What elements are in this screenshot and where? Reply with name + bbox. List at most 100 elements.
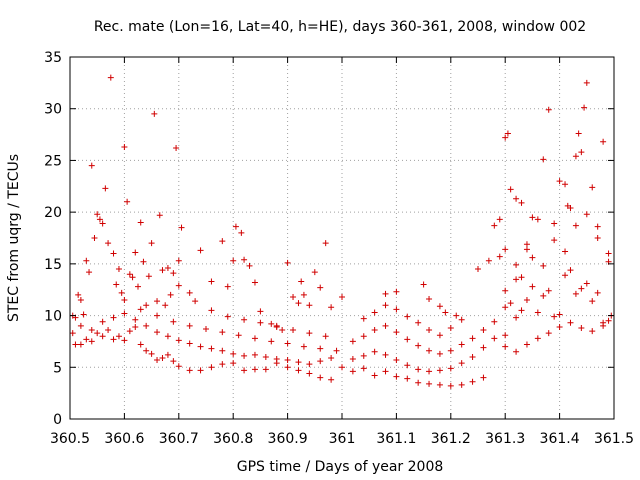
data-point xyxy=(426,368,433,375)
data-point xyxy=(235,332,242,339)
data-point xyxy=(458,381,465,388)
data-point xyxy=(502,332,509,339)
data-point xyxy=(219,347,226,354)
data-point xyxy=(436,332,443,339)
data-point xyxy=(124,198,131,205)
data-point xyxy=(143,347,150,354)
data-point xyxy=(113,281,120,288)
data-point xyxy=(540,156,547,163)
data-point xyxy=(224,313,231,320)
data-point xyxy=(298,278,305,285)
data-point xyxy=(436,303,443,310)
data-point xyxy=(349,356,356,363)
data-point xyxy=(589,328,596,335)
y-tick-label: 35 xyxy=(44,50,62,66)
data-point xyxy=(339,364,345,371)
data-point xyxy=(262,353,269,360)
data-point xyxy=(145,273,152,280)
data-point xyxy=(83,336,90,343)
data-point xyxy=(306,370,313,377)
data-point xyxy=(94,211,101,218)
data-point xyxy=(426,327,433,334)
data-point xyxy=(600,138,607,145)
data-point xyxy=(485,257,492,264)
data-point xyxy=(86,269,93,276)
data-point xyxy=(186,340,193,347)
data-point xyxy=(589,184,596,191)
data-point xyxy=(436,381,443,388)
data-point xyxy=(442,309,449,316)
data-point xyxy=(88,327,95,334)
data-point xyxy=(480,344,487,351)
data-point xyxy=(371,309,378,316)
data-point xyxy=(328,376,335,383)
data-point xyxy=(132,316,139,323)
data-point xyxy=(170,358,177,365)
data-point xyxy=(518,274,525,281)
data-point xyxy=(268,320,275,327)
data-point xyxy=(137,341,144,348)
data-point xyxy=(151,110,158,117)
y-tick-label: 15 xyxy=(44,257,62,273)
x-tick-label: 361.4 xyxy=(540,431,580,447)
data-point xyxy=(426,296,433,303)
data-point xyxy=(333,347,340,354)
data-point xyxy=(148,240,155,247)
data-point xyxy=(349,368,356,375)
data-point xyxy=(404,336,411,343)
data-point xyxy=(382,290,389,297)
data-point xyxy=(469,335,476,342)
data-point xyxy=(208,345,215,352)
data-point xyxy=(567,205,574,212)
data-point xyxy=(436,367,443,374)
data-point xyxy=(551,313,558,320)
data-point xyxy=(203,326,209,333)
data-point xyxy=(556,178,563,185)
data-point xyxy=(371,327,378,334)
data-point xyxy=(496,253,503,260)
data-point xyxy=(154,298,161,305)
data-point xyxy=(164,264,171,271)
data-point xyxy=(154,357,161,364)
data-point xyxy=(382,351,389,358)
data-point xyxy=(197,367,204,374)
data-point xyxy=(518,199,525,206)
data-point xyxy=(572,153,579,160)
data-point xyxy=(295,300,302,307)
data-point xyxy=(523,341,530,348)
data-point xyxy=(572,290,579,297)
data-point xyxy=(241,316,248,323)
x-tick-labels: 360.5 360.6 360.7 360.8 360.9 361 361.1 361.2 36… xyxy=(50,431,634,447)
data-point xyxy=(175,257,182,264)
data-point xyxy=(583,280,590,287)
data-point xyxy=(447,347,454,354)
data-point xyxy=(77,297,84,304)
data-point xyxy=(186,322,193,329)
data-point xyxy=(219,238,226,245)
data-point xyxy=(154,329,161,336)
data-point xyxy=(513,261,520,268)
data-point xyxy=(156,212,163,219)
data-point xyxy=(360,352,367,359)
data-points xyxy=(69,74,615,389)
data-point xyxy=(447,382,454,389)
data-point xyxy=(238,229,245,236)
data-point xyxy=(175,282,182,289)
data-point xyxy=(415,342,422,349)
data-point xyxy=(562,181,569,188)
data-point xyxy=(513,314,520,321)
data-point xyxy=(251,366,258,373)
data-point xyxy=(107,74,114,81)
data-point xyxy=(393,288,400,295)
data-point xyxy=(77,322,84,329)
data-point xyxy=(224,283,231,290)
data-point xyxy=(295,367,302,374)
data-point xyxy=(458,316,465,323)
data-point xyxy=(290,293,297,300)
data-point xyxy=(426,347,433,354)
data-point xyxy=(241,352,248,359)
data-point xyxy=(436,350,443,357)
data-point xyxy=(197,247,204,254)
data-point xyxy=(594,223,601,230)
data-point xyxy=(502,304,509,311)
